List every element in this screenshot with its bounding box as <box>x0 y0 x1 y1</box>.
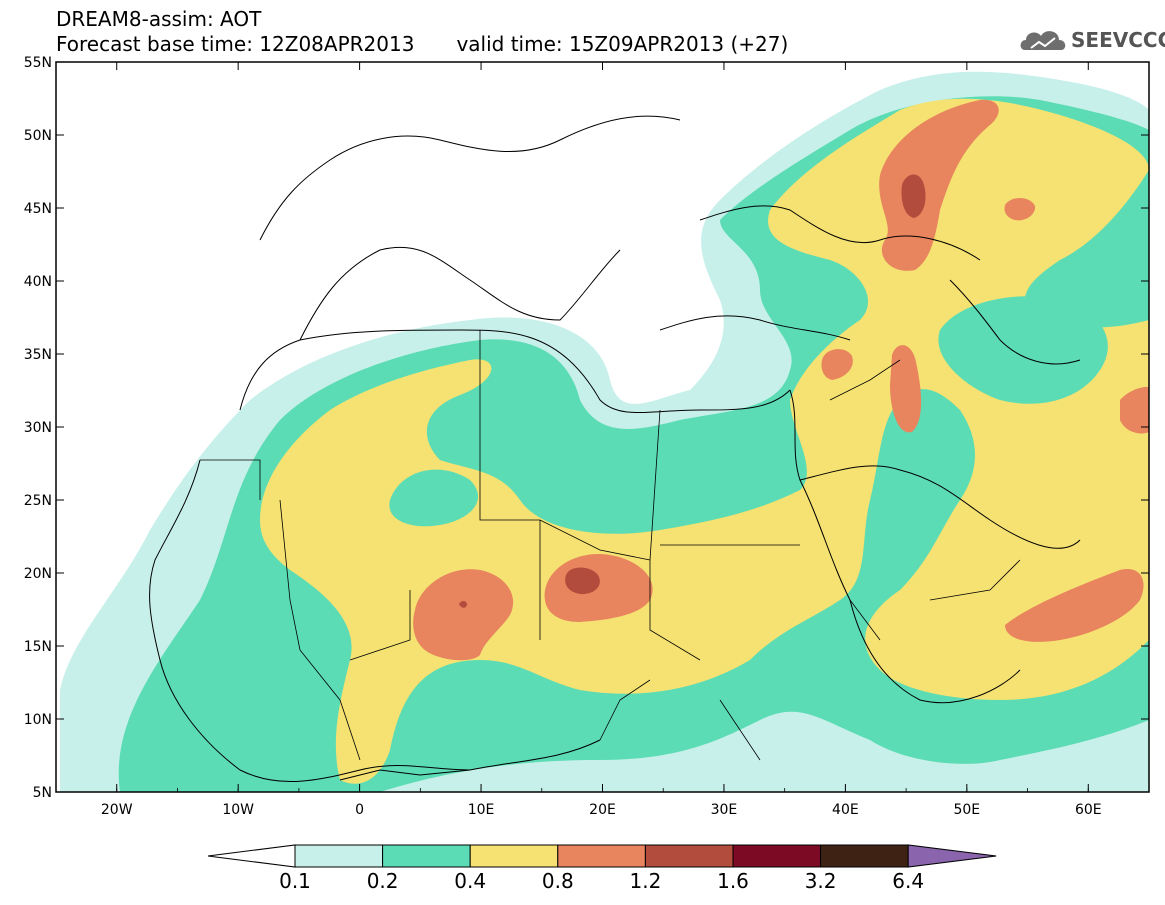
lon-label: 50E <box>953 802 980 818</box>
aot-contour-1.2 <box>565 567 600 595</box>
aot-field <box>56 62 1149 792</box>
colorbar-over-triangle <box>907 844 997 868</box>
longitude-axis: 20W 10W 0 10E 20E 30E 40E 50E 60E <box>55 62 1150 818</box>
colorbar-under-triangle <box>207 844 296 868</box>
lon-label: 10E <box>468 802 495 818</box>
aot-contour-0.8-iran <box>1120 386 1149 434</box>
lon-label: 20W <box>101 802 133 818</box>
lon-label: 10W <box>222 802 254 818</box>
colorbar-segment <box>732 844 822 868</box>
colorbar-label: 0.8 <box>542 869 574 893</box>
lat-label: 35N <box>24 347 52 363</box>
colorbar-label: 6.4 <box>892 869 924 893</box>
lon-label: 30E <box>711 802 738 818</box>
lat-label: 10N <box>24 712 52 728</box>
forecast-times: Forecast base time: 12Z08APR2013 valid ti… <box>56 33 788 55</box>
valid-time: valid time: 15Z09APR2013 (+27) <box>456 32 789 56</box>
colorbar: 0.1 0.2 0.4 0.8 1.2 1.6 3.2 6.4 <box>207 844 997 893</box>
coastlines <box>149 115 1081 783</box>
lat-label: 50N <box>24 128 52 144</box>
lat-label: 5N <box>33 785 52 801</box>
colorbar-label: 0.4 <box>454 869 486 893</box>
colorbar-segment <box>644 844 734 868</box>
country-borders <box>200 330 1021 761</box>
colorbar-label: 0.2 <box>367 869 399 893</box>
colorbar-segment <box>820 844 909 868</box>
lon-label: 20E <box>589 802 616 818</box>
base-time: Forecast base time: 12Z08APR2013 <box>56 32 415 56</box>
lon-label: 60E <box>1075 802 1102 818</box>
colorbar-label: 1.6 <box>717 869 749 893</box>
colorbar-segment <box>294 844 384 868</box>
colorbar-segment <box>382 844 471 868</box>
colorbar-label: 1.2 <box>629 869 661 893</box>
aot-contour-0.8-iraq <box>821 349 853 380</box>
aot-contour-0.8-africa-west <box>413 569 514 661</box>
colorbar-segment <box>557 844 646 868</box>
aot-contour-0.8-arabia <box>1005 569 1144 642</box>
lat-label: 45N <box>24 201 52 217</box>
logo-text: SEEVCCC <box>1071 28 1165 52</box>
lat-label: 55N <box>24 55 52 71</box>
map-title: DREAM8-assim: AOT <box>56 7 262 31</box>
lat-label: 25N <box>24 493 52 509</box>
lat-label: 15N <box>24 639 52 655</box>
lat-label: 20N <box>24 566 52 582</box>
seevccc-logo: SEEVCCC <box>1017 22 1165 56</box>
lon-label: 40E <box>832 802 859 818</box>
cloud-icon <box>1020 31 1066 50</box>
colorbar-label: 3.2 <box>805 869 837 893</box>
aot-contour-0.8-mesopotamia <box>890 345 922 433</box>
aot-contour-0.8-caspian <box>879 99 999 271</box>
lat-label: 30N <box>24 420 52 436</box>
lat-label: 40N <box>24 274 52 290</box>
colorbar-segment <box>469 844 559 868</box>
latitude-axis: 55N 50N 45N 40N 35N 30N 25N 20N 15N 10N 5N <box>24 55 1149 801</box>
colorbar-label: 0.1 <box>279 869 311 893</box>
lon-label: 0 <box>355 802 364 818</box>
